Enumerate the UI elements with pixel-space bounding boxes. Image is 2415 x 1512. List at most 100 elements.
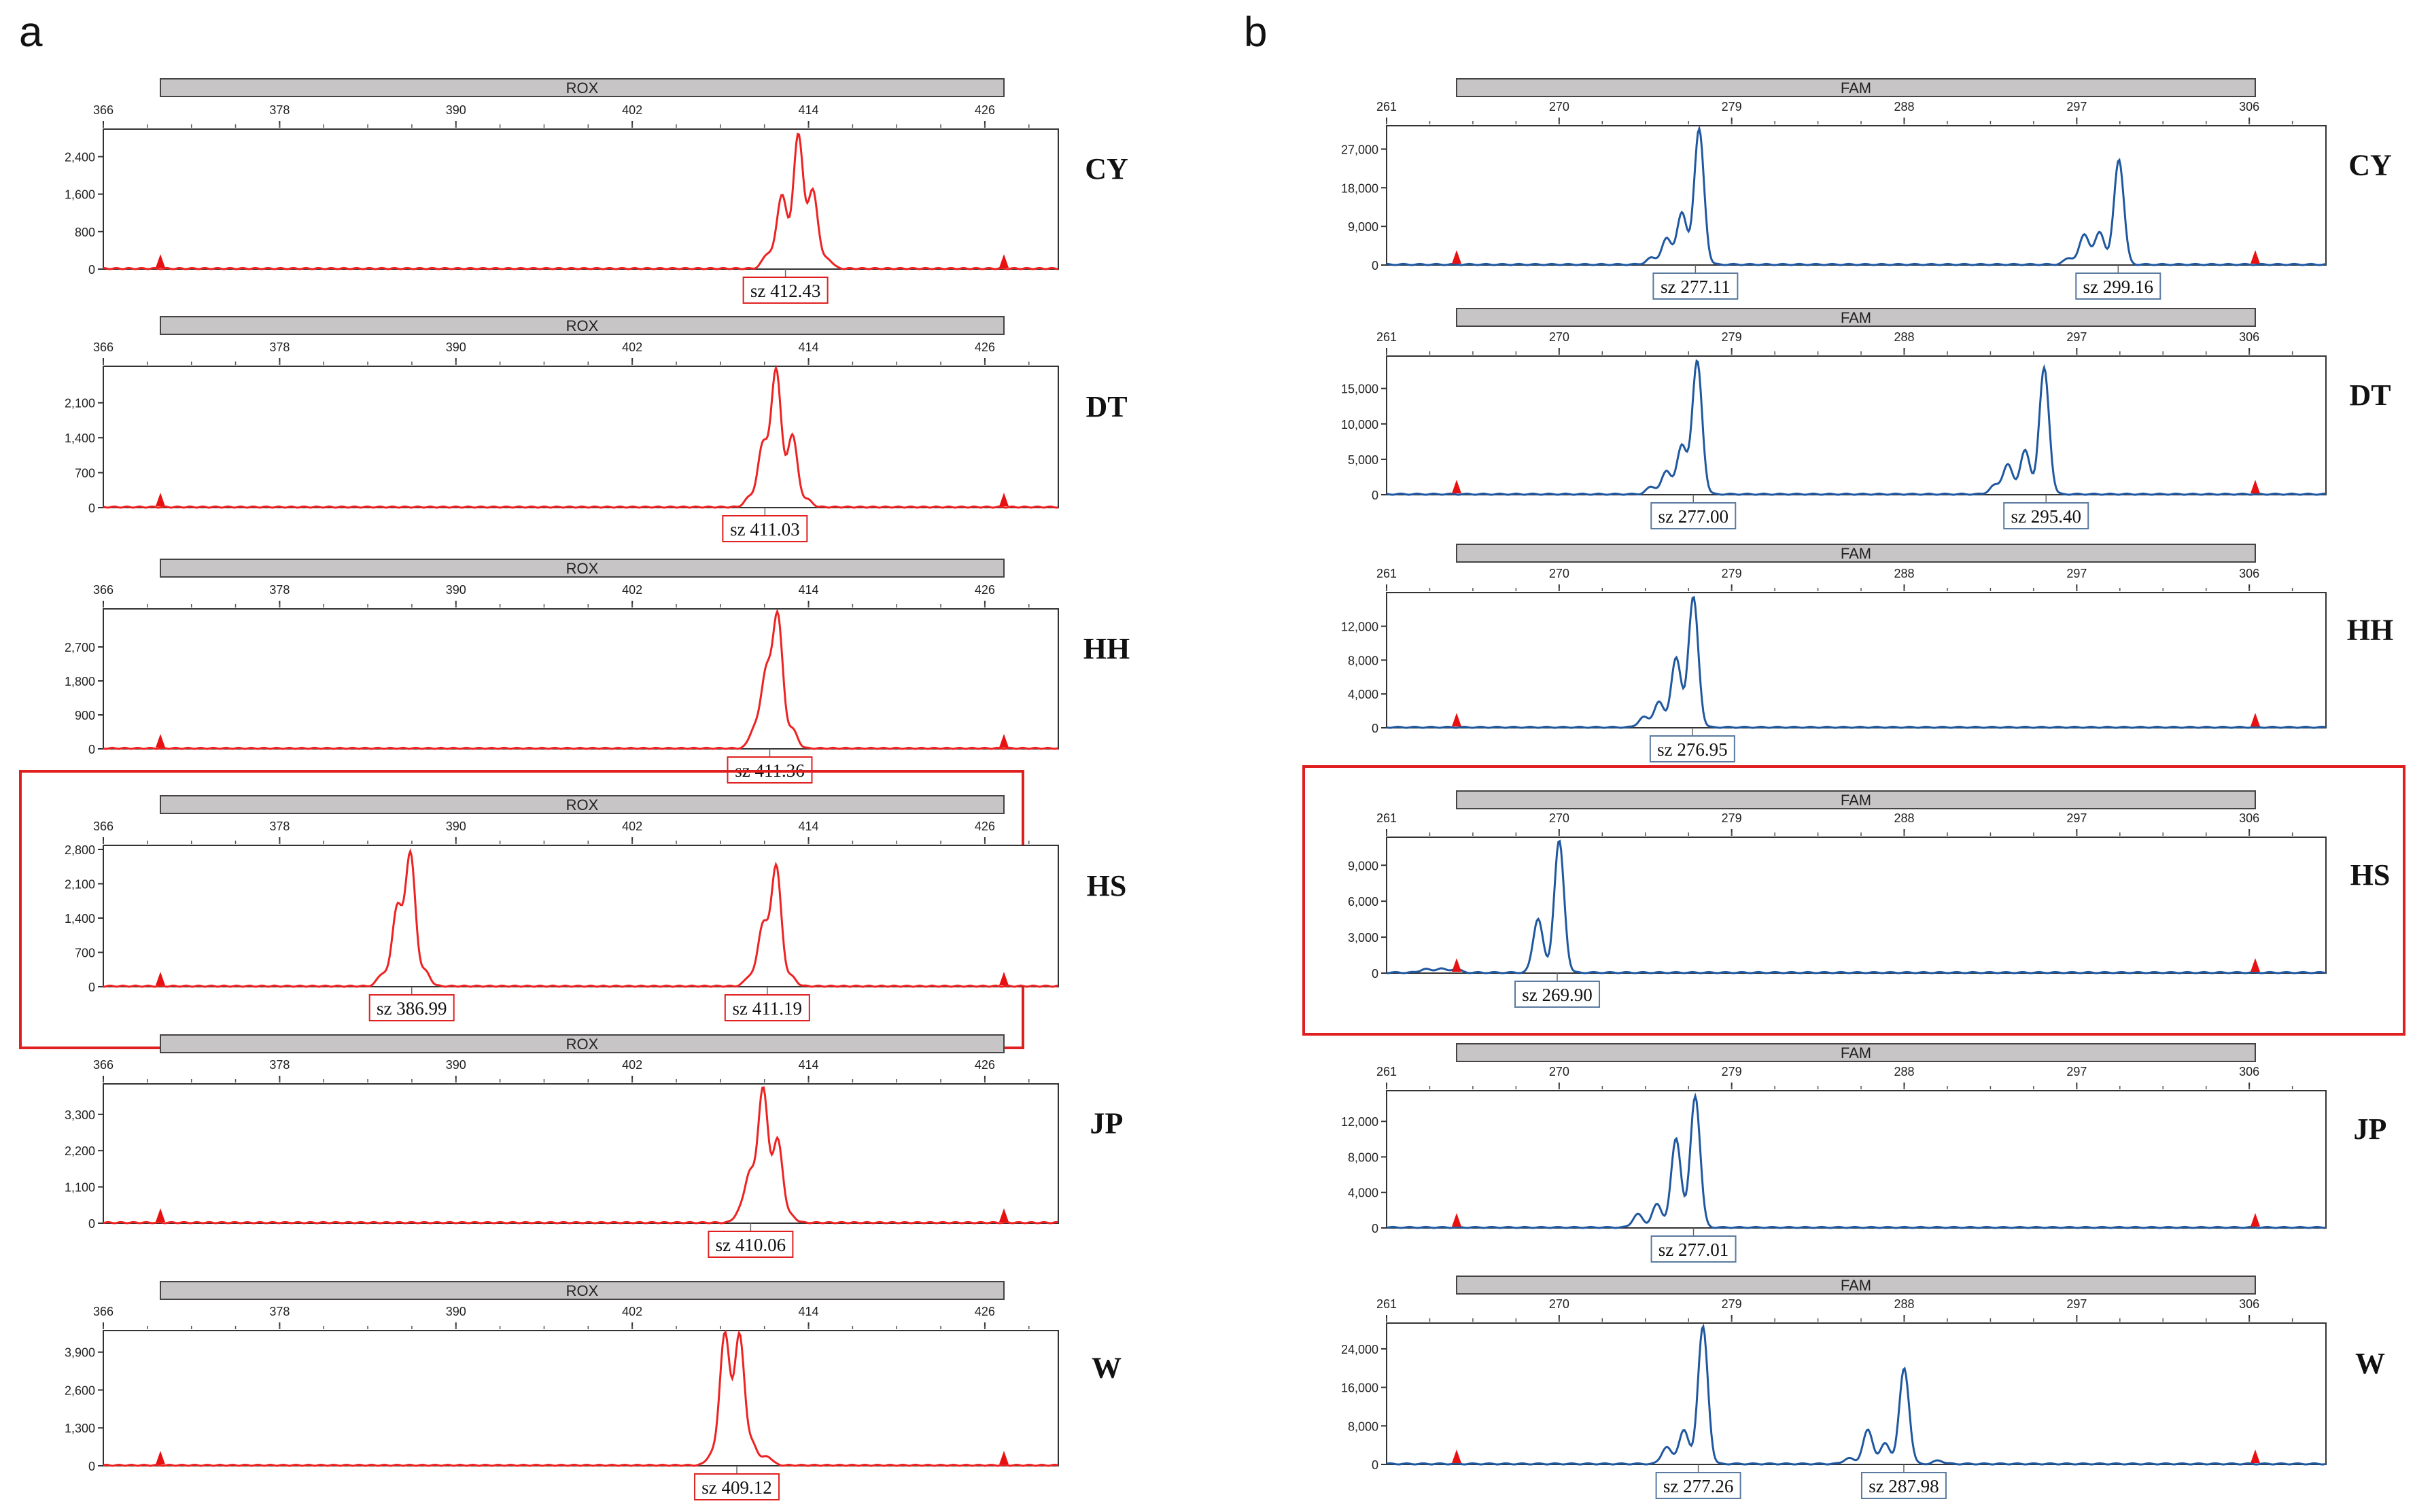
size-call-box: [694, 1473, 780, 1500]
y-tick-label: 800: [75, 226, 95, 239]
x-tick-label: 279: [1722, 100, 1742, 113]
size-call-box: [1514, 981, 1601, 1008]
size-marker-icon: [2251, 480, 2260, 493]
dye-label: FAM: [1841, 792, 1871, 809]
plot-frame: [103, 1083, 1059, 1224]
y-tick-label: 15,000: [1341, 383, 1378, 396]
x-tick-label: 390: [446, 1058, 466, 1072]
y-tick-label: 12,000: [1341, 620, 1378, 634]
x-tick-label: 390: [446, 583, 466, 597]
trace-fam: [1386, 359, 2327, 496]
dye-band: [1456, 1043, 2256, 1062]
x-tick-label: 402: [622, 103, 642, 117]
dye-band: [160, 795, 1005, 814]
dye-band: [1456, 790, 2256, 809]
y-tick-label: 0: [1372, 1458, 1378, 1472]
sample-row-dt: ROX 366 378 390 402 414 426 0 700 1,400 2,100 sz 41…: [65, 316, 1128, 542]
y-tick-label: 16,000: [1341, 1382, 1378, 1395]
size-call-box: [1655, 1472, 1741, 1499]
y-tick-label: 0: [88, 1217, 95, 1231]
x-tick-label: 261: [1376, 811, 1397, 825]
x-tick-label: 378: [269, 340, 290, 354]
plot-frame: [103, 1330, 1059, 1466]
sample-row-hs: FAM 261 270 279 288 297 306 0 3,000 6,000 9,000 sz …: [1302, 765, 2405, 1036]
size-marker-icon: [156, 1451, 165, 1464]
sample-name: CY: [1085, 152, 1128, 186]
x-tick-label: 261: [1376, 1065, 1397, 1078]
y-tick-label: 4,000: [1348, 688, 1378, 701]
x-tick-label: 288: [1894, 1065, 1914, 1078]
size-call-label: sz 411.19: [733, 998, 803, 1019]
y-tick-label: 1,300: [65, 1422, 95, 1435]
plot-frame: [1386, 1322, 2327, 1465]
plot-frame: [1386, 125, 2327, 266]
x-tick-label: 366: [93, 1305, 114, 1318]
size-marker-icon: [1452, 1449, 1461, 1463]
plot-frame: [103, 366, 1059, 508]
dye-band: [160, 1034, 1005, 1053]
y-tick-label: 24,000: [1341, 1343, 1378, 1356]
x-tick-label: 288: [1894, 330, 1914, 344]
x-tick-label: 270: [1549, 1065, 1569, 1078]
size-call-label: sz 287.98: [1869, 1476, 1939, 1496]
x-tick-label: 378: [269, 1305, 290, 1318]
x-tick-label: 426: [975, 1305, 995, 1318]
size-marker-icon: [156, 254, 165, 268]
sample-name: HH: [1083, 632, 1130, 665]
x-tick-label: 402: [622, 1058, 642, 1072]
x-tick-label: 414: [799, 1058, 819, 1072]
sample-name: HH: [2347, 614, 2393, 647]
size-call-box: [1650, 502, 1737, 529]
size-marker-icon: [1452, 958, 1461, 972]
sample-name: DT: [2349, 379, 2391, 412]
size-marker-icon: [2251, 1213, 2260, 1227]
x-tick-label: 306: [2239, 330, 2259, 344]
y-tick-label: 8,000: [1348, 1420, 1378, 1433]
x-tick-label: 270: [1549, 100, 1569, 113]
x-tick-label: 306: [2239, 1297, 2259, 1311]
dye-label: ROX: [566, 317, 599, 334]
panel-letter: a: [19, 9, 43, 56]
panel-letter: b: [1244, 9, 1267, 56]
x-tick-label: 426: [975, 820, 995, 833]
x-tick-label: 378: [269, 1058, 290, 1072]
x-tick-label: 390: [446, 340, 466, 354]
y-tick-label: 2,100: [65, 397, 95, 410]
size-marker-icon: [999, 1208, 1009, 1222]
y-tick-label: 0: [1372, 1222, 1378, 1235]
size-call-box: [1652, 272, 1739, 300]
y-tick-label: 27,000: [1341, 143, 1378, 156]
sample-name: JP: [1090, 1107, 1124, 1140]
sample-row-dt: FAM 261 270 279 288 297 306 0 5,000 10,000 15,000 s…: [1341, 308, 2391, 529]
plot-frame: [1386, 355, 2327, 495]
dye-band: [160, 78, 1005, 97]
x-tick-label: 390: [446, 103, 466, 117]
plot-frame: [103, 608, 1059, 750]
trace-rox: [103, 1086, 1059, 1225]
x-tick-label: 288: [1894, 100, 1914, 113]
x-tick-label: 261: [1376, 567, 1397, 580]
x-tick-label: 297: [2066, 330, 2087, 344]
x-tick-label: 279: [1722, 567, 1742, 580]
trace-rox: [103, 1329, 1059, 1467]
x-tick-label: 306: [2239, 811, 2259, 825]
x-tick-label: 297: [2066, 1065, 2087, 1078]
x-tick-label: 402: [622, 820, 642, 833]
x-tick-label: 279: [1722, 330, 1742, 344]
size-call-label: sz 277.11: [1661, 277, 1731, 297]
y-tick-label: 2,100: [65, 878, 95, 892]
trace-rox: [103, 608, 1059, 750]
panel-b: b FAM 261 270 279 288 297 306 0 9,000 18,000 27,000…: [1244, 9, 2405, 1499]
size-call-box: [724, 994, 810, 1021]
sample-name: JP: [2354, 1112, 2387, 1146]
size-call-box: [1650, 1235, 1737, 1263]
y-tick-label: 900: [75, 709, 95, 722]
y-tick-label: 2,800: [65, 843, 95, 857]
size-call-box: [2075, 272, 2161, 300]
x-tick-label: 366: [93, 1058, 114, 1072]
trace-fam: [1386, 125, 2327, 266]
y-tick-label: 3,000: [1348, 931, 1378, 945]
x-tick-label: 414: [799, 583, 819, 597]
sample-row-hs: ROX 366 378 390 402 414 426 0 700 1,400 2,100 2,800…: [19, 770, 1126, 1049]
